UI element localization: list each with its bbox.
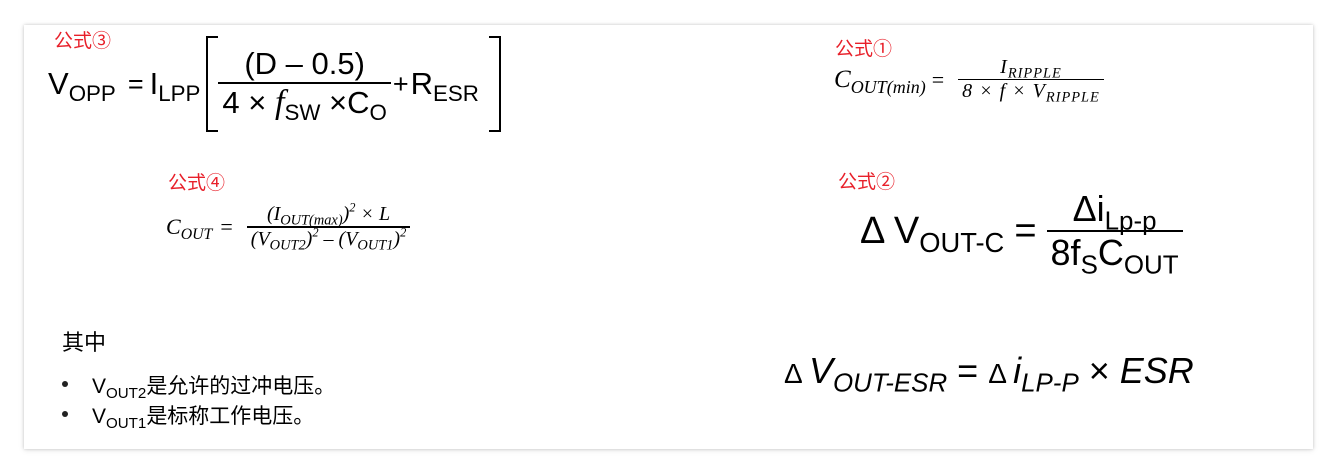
fraction-bar bbox=[246, 226, 411, 228]
left-bracket bbox=[206, 36, 219, 132]
formula-esr: Δ VOUT-ESR = Δ iLP-P × ESR bbox=[784, 350, 1194, 398]
formula-esr-rhs: iLP-P bbox=[1013, 350, 1079, 398]
formula4: COUT = (IOUT(max))2 × L (VOUT2)2 – (VOUT… bbox=[166, 200, 411, 254]
delta-symbol: Δ bbox=[988, 358, 1014, 389]
formula3: VOPP = ILPP (D – 0.5) 4 × fSW ×CO + RESR bbox=[48, 36, 501, 132]
list-item-text: 是标称工作电压。 bbox=[146, 404, 315, 428]
fraction-bar bbox=[218, 82, 391, 84]
formula1-numerator: IRIPPLE bbox=[1000, 56, 1062, 82]
formula4-eq: = bbox=[220, 213, 233, 239]
formula3-lhs: VOPP bbox=[48, 66, 116, 107]
formula2-fraction: ΔiLp-p 8fSCOUT bbox=[1046, 188, 1183, 280]
formula3-label: 公式③ bbox=[54, 31, 112, 52]
delta-symbol: Δ bbox=[784, 358, 809, 389]
formula2-lhs: Δ VOUT-C bbox=[860, 209, 1005, 258]
formula1-fraction: IRIPPLE 8 × f × VRIPPLE bbox=[958, 56, 1104, 106]
list-item: VOUT1 是标称工作电压。 bbox=[62, 400, 315, 432]
formula-panel bbox=[24, 25, 1313, 449]
formula1-label: 公式① bbox=[835, 39, 893, 60]
formula3-factor: ILPP bbox=[149, 66, 201, 107]
formula2-label: 公式② bbox=[838, 172, 896, 193]
list-item: VOUT2 是允许的过冲电压。 bbox=[62, 370, 336, 402]
formula-esr-times: × bbox=[1078, 350, 1120, 391]
formula-esr-eq: = bbox=[947, 350, 989, 391]
bullet-icon bbox=[62, 411, 68, 417]
formula1-lhs: COUT(min) bbox=[834, 65, 926, 97]
formula2: Δ VOUT-C = ΔiLp-p 8fSCOUT bbox=[860, 188, 1183, 280]
fraction-bar bbox=[958, 79, 1104, 81]
formula3-numerator: (D – 0.5) bbox=[244, 46, 365, 81]
list-item-var: VOUT2 bbox=[92, 375, 147, 402]
formula2-eq: = bbox=[1014, 209, 1037, 252]
formula3-term: RESR bbox=[410, 66, 479, 107]
fraction-bar bbox=[1046, 230, 1183, 232]
list-item-var: VOUT1 bbox=[92, 405, 147, 432]
formula1-denominator: 8 × f × VRIPPLE bbox=[962, 80, 1100, 106]
formula4-denominator: (VOUT2)2 – (VOUT1)2 bbox=[250, 224, 407, 254]
formula4-lhs: COUT bbox=[166, 213, 213, 243]
formula2-numerator: ΔiLp-p bbox=[1072, 188, 1157, 236]
formula3-fraction: (D – 0.5) 4 × fSW ×CO bbox=[218, 46, 391, 126]
formula3-eq: = bbox=[127, 68, 144, 99]
list-item-text: 是允许的过冲电压。 bbox=[146, 374, 336, 398]
formula4-fraction: (IOUT(max))2 × L (VOUT2)2 – (VOUT1)2 bbox=[246, 200, 411, 254]
bullet-icon bbox=[62, 381, 68, 387]
formula2-denominator: 8fSCOUT bbox=[1050, 232, 1179, 280]
formula-esr-term: ESR bbox=[1119, 350, 1194, 391]
right-bracket bbox=[488, 36, 501, 132]
formula-esr-lhs: VOUT-ESR bbox=[808, 350, 948, 398]
notes-title: 其中 bbox=[62, 330, 107, 355]
formula1: COUT(min) = IRIPPLE 8 × f × VRIPPLE bbox=[834, 56, 1104, 106]
formula3-plus: + bbox=[392, 68, 409, 99]
formula4-label: 公式④ bbox=[168, 173, 226, 194]
formula4-numerator: (IOUT(max))2 × L bbox=[266, 200, 391, 229]
formula3-denominator: 4 × fSW ×CO bbox=[222, 84, 387, 126]
formula1-eq: = bbox=[931, 66, 945, 92]
